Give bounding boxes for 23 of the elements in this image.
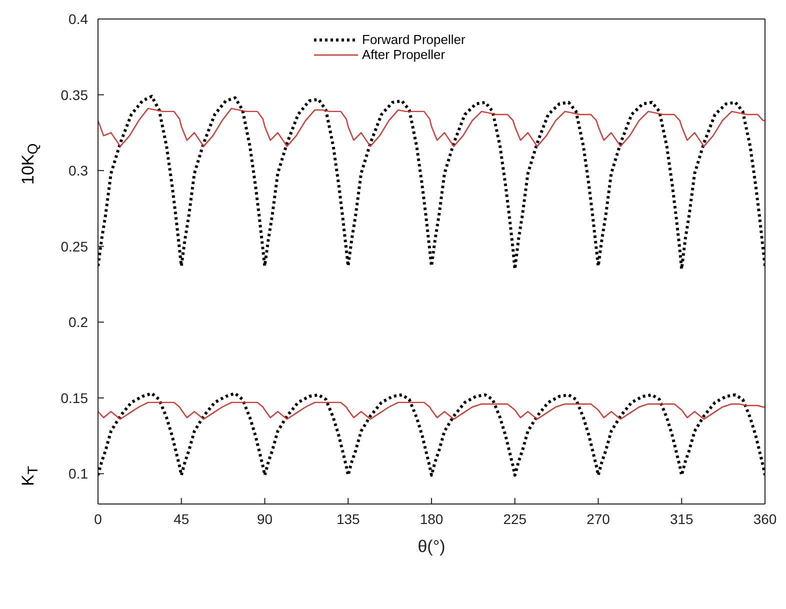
y-tick-label: 0.3 (68, 162, 88, 179)
line-series (98, 108, 765, 147)
line-series (98, 392, 765, 477)
x-axis-title: θ(°) (418, 537, 446, 556)
legend-label: Forward Propeller (362, 32, 466, 47)
x-tick-label: 0 (94, 510, 102, 527)
x-tick-label: 270 (586, 510, 610, 527)
y-tick-label: 0.4 (68, 10, 88, 27)
x-tick-label: 315 (670, 510, 694, 527)
x-tick-label: 360 (753, 510, 777, 527)
line-series (98, 402, 765, 420)
y-tick-label: 0.1 (68, 466, 88, 482)
x-tick-label: 90 (256, 510, 273, 527)
y-tick-label: 0.35 (60, 86, 88, 103)
y-tick-label: 0.15 (60, 390, 88, 406)
x-tick-label: 180 (420, 510, 444, 527)
x-tick-label: 225 (503, 510, 527, 527)
y-tick-label: 0.25 (60, 238, 88, 254)
x-tick-label: 135 (336, 510, 360, 527)
y-tick-label: 0.2 (68, 314, 88, 330)
legend-label: After Propeller (362, 47, 446, 62)
line-series (98, 94, 765, 271)
x-tick-label: 45 (174, 510, 190, 527)
